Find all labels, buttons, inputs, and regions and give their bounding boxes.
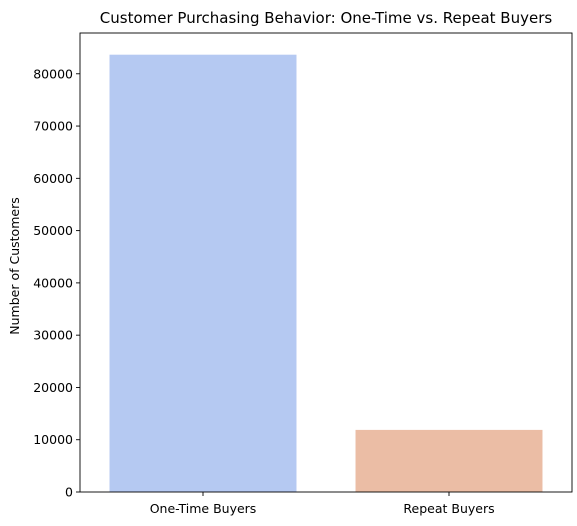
x-tick-label: One-Time Buyers — [150, 501, 257, 516]
x-tick-label: Repeat Buyers — [403, 501, 494, 516]
bar-repeat-buyers — [355, 429, 543, 492]
y-tick-label: 30000 — [33, 328, 73, 343]
plot-frame — [79, 32, 573, 493]
bar-one-time-buyers — [109, 54, 297, 492]
x-axis-ticks: One-Time Buyers Repeat Buyers — [150, 492, 495, 516]
y-tick-label: 70000 — [33, 119, 73, 134]
y-axis-label: Number of Customers — [7, 197, 22, 334]
y-tick-label: 50000 — [33, 223, 73, 238]
y-tick-label: 20000 — [33, 380, 73, 395]
chart-title: Customer Purchasing Behavior: One-Time v… — [100, 9, 553, 27]
y-tick-label: 60000 — [33, 171, 73, 186]
y-axis-ticks: 0 10000 20000 30000 40000 50000 60000 70000 8000… — [33, 66, 80, 500]
y-tick-label: 10000 — [33, 432, 73, 447]
y-tick-label: 40000 — [33, 275, 73, 290]
y-tick-label: 80000 — [33, 66, 73, 81]
bars — [109, 54, 543, 492]
y-tick-label: 0 — [65, 485, 73, 500]
